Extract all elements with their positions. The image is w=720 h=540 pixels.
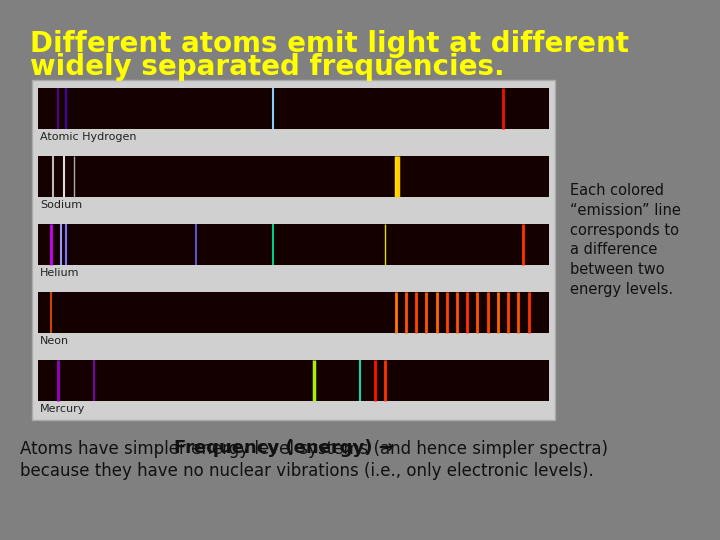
Bar: [38, 156, 549, 197]
Text: Sodium: Sodium: [40, 200, 82, 210]
Bar: [38, 224, 549, 265]
Bar: [32, 80, 555, 420]
Text: Atomic Hydrogen: Atomic Hydrogen: [40, 132, 137, 142]
Text: Different atoms emit light at different: Different atoms emit light at different: [30, 30, 629, 58]
Bar: [38, 88, 549, 129]
Text: widely separated frequencies.: widely separated frequencies.: [30, 53, 505, 81]
Text: Helium: Helium: [40, 268, 79, 278]
Text: Frequency (energy) →: Frequency (energy) →: [174, 439, 393, 457]
Text: Mercury: Mercury: [40, 404, 86, 414]
Text: Atoms have simpler energy level systems (and hence simpler spectra): Atoms have simpler energy level systems …: [20, 440, 608, 458]
Text: because they have no nuclear vibrations (i.e., only electronic levels).: because they have no nuclear vibrations …: [20, 462, 594, 480]
Bar: [38, 292, 549, 333]
Bar: [38, 360, 549, 401]
Text: Neon: Neon: [40, 336, 69, 346]
Text: Each colored
“emission” line
corresponds to
a difference
between two
energy leve: Each colored “emission” line corresponds…: [570, 183, 681, 297]
